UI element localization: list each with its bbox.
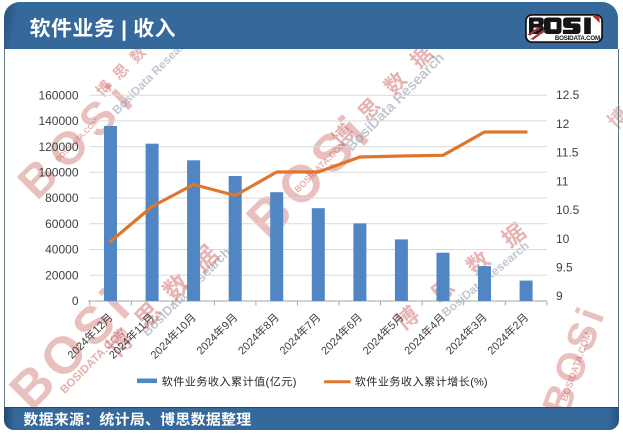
svg-text:2024: 2024 — [402, 332, 428, 358]
svg-text:100000: 100000 — [38, 166, 78, 180]
svg-text:2024: 2024 — [486, 332, 512, 358]
svg-text:2024: 2024 — [236, 332, 262, 358]
svg-text:12.5: 12.5 — [556, 88, 580, 102]
svg-text:160000: 160000 — [38, 88, 78, 102]
svg-text:2024: 2024 — [107, 336, 133, 362]
svg-text:9.5: 9.5 — [556, 261, 573, 275]
svg-text:11: 11 — [556, 174, 569, 188]
svg-text:10: 10 — [556, 232, 570, 246]
svg-text:9: 9 — [556, 289, 563, 303]
svg-text:2024: 2024 — [149, 336, 175, 362]
svg-text:80000: 80000 — [45, 191, 79, 205]
svg-text:2024: 2024 — [66, 336, 92, 362]
svg-text:2024: 2024 — [195, 332, 221, 358]
svg-text:2024: 2024 — [319, 332, 345, 358]
svg-text:11: 11 — [132, 320, 149, 337]
svg-text:60000: 60000 — [45, 217, 79, 231]
svg-text:140000: 140000 — [38, 114, 78, 128]
svg-text:|: | — [121, 18, 127, 41]
svg-text:12: 12 — [556, 117, 570, 131]
svg-text:): ) — [293, 377, 297, 389]
svg-text:20000: 20000 — [45, 268, 79, 282]
svg-text:BOSIDATA.COM: BOSIDATA.COM — [554, 35, 599, 42]
svg-text:11.5: 11.5 — [556, 146, 579, 160]
svg-text:40000: 40000 — [45, 243, 79, 257]
svg-text:(%): (%) — [470, 377, 488, 389]
svg-text:2024: 2024 — [278, 332, 304, 358]
svg-text:10.5: 10.5 — [556, 203, 580, 217]
svg-text:0: 0 — [72, 294, 79, 308]
svg-text:2024: 2024 — [361, 332, 387, 358]
svg-text:(: ( — [266, 377, 270, 389]
svg-text:120000: 120000 — [38, 140, 78, 154]
svg-text:2024: 2024 — [444, 332, 470, 358]
